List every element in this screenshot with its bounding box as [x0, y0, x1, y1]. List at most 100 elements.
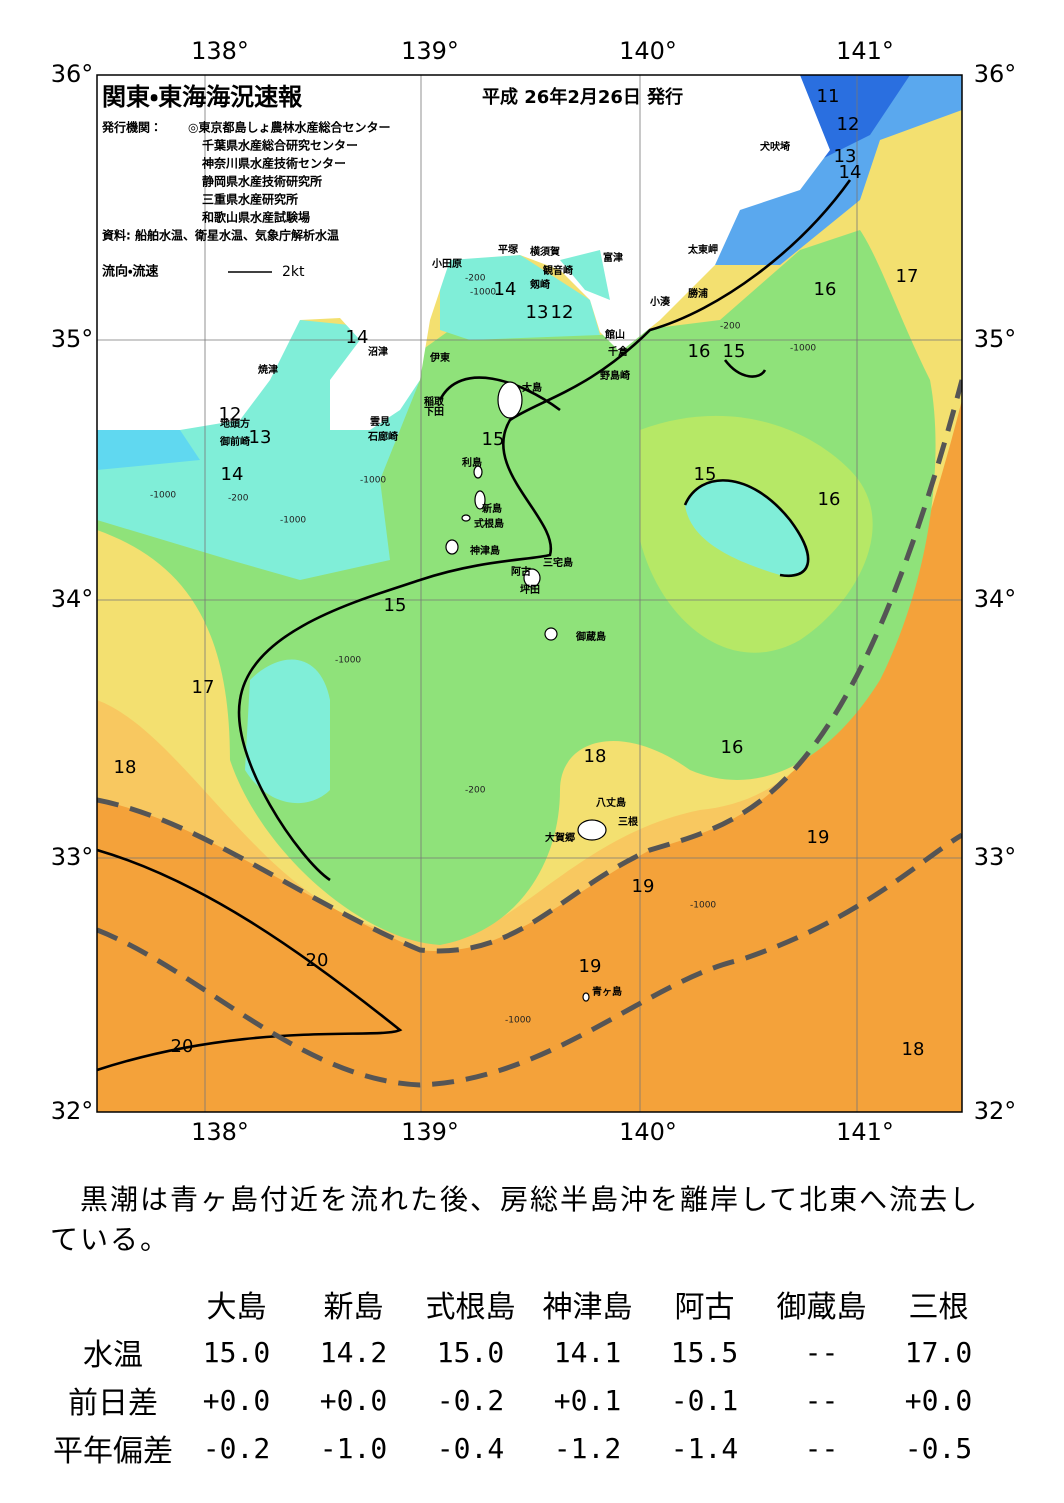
place-label: 伊東: [429, 351, 450, 364]
column-header: 神津島: [542, 1290, 633, 1325]
place-label: 坪田: [520, 583, 540, 596]
lat-label: 34°: [974, 585, 1017, 613]
date: 平成 26年2月26日 発行: [482, 86, 683, 108]
isotherm-label: 19: [632, 876, 655, 897]
depth-label: -1000: [790, 344, 816, 354]
column-header: 三根: [908, 1290, 969, 1325]
column-header: 御蔵島: [776, 1290, 867, 1325]
isotherm-label: 20: [171, 1036, 194, 1057]
place-label: 小湊: [649, 295, 671, 308]
place-label: 雲見: [370, 416, 390, 428]
cell: +0.0: [319, 1383, 388, 1417]
place-label: 野島崎: [600, 369, 630, 382]
depth-label: -1000: [280, 516, 306, 526]
isotherm-label: 15: [482, 429, 505, 450]
lon-label: 139°: [401, 37, 459, 65]
cell: 17.0: [904, 1335, 973, 1369]
summary-table: 大島 新島 式根島 神津島 阿古 御蔵島 三根 水温 15.0 14.2 15.0 14.1 15.5…: [48, 1280, 997, 1472]
isotherm-label: 12: [219, 404, 242, 425]
cell: -0.2: [436, 1383, 505, 1417]
issuer-label: 発行機関：: [101, 120, 162, 135]
isotherm-label: 16: [818, 489, 841, 510]
lon-label: 141°: [836, 37, 894, 65]
cell: --: [804, 1431, 839, 1465]
place-label: 千倉: [608, 345, 629, 358]
place-label: 青ヶ島: [592, 985, 622, 998]
cell: -0.4: [436, 1431, 505, 1465]
place-label: 観音崎: [543, 264, 573, 277]
lat-label: 35°: [974, 325, 1017, 353]
table-row: 平年偏差 -0.2 -1.0 -0.4 -1.2 -1.4 -- -0.5: [48, 1424, 997, 1472]
sea-zone: [440, 255, 600, 340]
depth-label: -200: [228, 494, 249, 504]
column-header: 新島: [323, 1290, 384, 1325]
lat-label: 32°: [51, 1097, 94, 1125]
place-label: 利島: [462, 456, 482, 469]
place-label: 小田原: [431, 257, 462, 270]
place-label: 大賀郷: [545, 831, 575, 844]
sea-zone: [685, 480, 809, 576]
place-label: 沼津: [368, 345, 388, 358]
depth-label: -1000: [690, 901, 716, 911]
legend-scale: 2kt: [282, 264, 305, 280]
isotherm-label: 13: [526, 302, 549, 323]
place-label: 三宅島: [543, 556, 573, 569]
cell: 15.5: [670, 1335, 739, 1369]
title: 関東・東海海況速報: [102, 83, 303, 111]
place-label: 館山: [604, 328, 625, 341]
isotherms: [97, 179, 852, 1072]
issuer: 千葉県水産総合研究センター: [202, 138, 358, 153]
kuroshio-path: [97, 379, 962, 1088]
place-label: 犬吠埼: [760, 140, 790, 153]
issuer: 静岡県水産技術研究所: [202, 174, 322, 189]
issuer: 三重県水産研究所: [202, 192, 298, 207]
land: [97, 75, 830, 430]
place-label: 勝浦: [688, 287, 708, 300]
issuer: 神奈川県水産技術センター: [201, 156, 346, 171]
map-frame: [96, 74, 963, 1113]
isotherm-label: 11: [817, 86, 840, 107]
lon-label: 139°: [401, 1118, 459, 1146]
column-header: 式根島: [425, 1290, 516, 1325]
lat-label: 35°: [51, 325, 94, 353]
cell: -1.2: [553, 1431, 622, 1465]
isotherm-label: 19: [807, 827, 830, 848]
issuer: 和歌山県水産試験場: [201, 210, 310, 225]
cell: 14.1: [553, 1335, 622, 1369]
cell: --: [804, 1383, 839, 1417]
place-label: 稲取: [424, 395, 445, 408]
place-label: 富津: [603, 251, 623, 264]
place-label: 八丈島: [596, 796, 626, 809]
cell: -0.5: [904, 1431, 973, 1465]
islands: [445, 381, 607, 1002]
isotherm-label: 20: [306, 950, 329, 971]
place-label: 剱崎: [529, 278, 550, 291]
depth-label: -200: [465, 274, 486, 284]
depth-label: -200: [720, 322, 741, 332]
place-label: 三根: [618, 815, 639, 828]
sea-zone: [715, 75, 962, 265]
lat-label: 36°: [51, 60, 94, 88]
cell: -1.4: [670, 1431, 739, 1465]
isotherm-label: 14: [839, 162, 862, 183]
isotherm-label: 12: [551, 302, 574, 323]
map: 138° 138° 139° 139° 140° 140° 141° 141° 36° 36° 35…: [51, 37, 1017, 1146]
isotherm-label: 19: [579, 956, 602, 977]
lon-label: 140°: [619, 1118, 677, 1146]
cell: -0.2: [202, 1431, 271, 1465]
depth-label: -1000: [470, 288, 496, 298]
depth-label: -200: [465, 786, 486, 796]
isotherm-label: 17: [896, 266, 919, 287]
place-label: 御蔵島: [575, 630, 606, 643]
place-label: 焼津: [258, 363, 278, 376]
place-label: 下田: [424, 406, 444, 418]
isotherm-label: 18: [584, 746, 607, 767]
isotherm-label: 14: [221, 464, 244, 485]
place-label: 新島: [481, 502, 502, 515]
grid: [97, 75, 962, 1112]
table-row: 前日差 +0.0 +0.0 -0.2 +0.1 -0.1 -- +0.0: [48, 1376, 997, 1424]
column-header: 阿古: [674, 1290, 735, 1325]
paragraph: 黒潮は青ヶ島付近を流れた後、房総半島沖を離岸して北東へ流去している。: [50, 1183, 980, 1256]
isotherm-label: 14: [494, 279, 517, 300]
cell: 15.0: [202, 1335, 271, 1369]
